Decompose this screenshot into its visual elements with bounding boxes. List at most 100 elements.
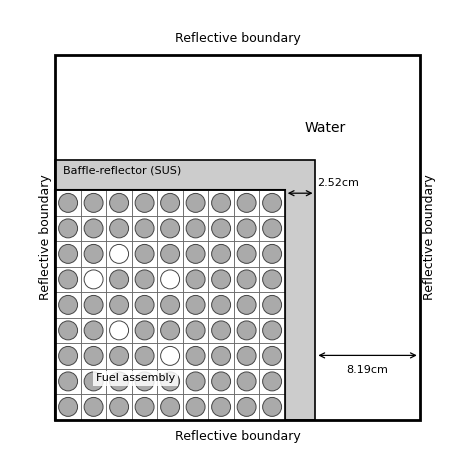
Bar xyxy=(259,318,285,343)
Bar xyxy=(157,241,183,266)
Bar xyxy=(81,343,106,369)
Bar xyxy=(56,56,419,419)
Bar xyxy=(56,160,315,190)
Bar xyxy=(157,266,183,292)
Circle shape xyxy=(212,346,230,365)
Circle shape xyxy=(58,245,77,263)
Circle shape xyxy=(58,346,77,365)
Bar xyxy=(106,266,132,292)
Bar xyxy=(157,292,183,318)
Circle shape xyxy=(161,245,180,263)
Circle shape xyxy=(186,372,205,391)
Circle shape xyxy=(237,295,256,314)
Circle shape xyxy=(186,346,205,365)
Text: 2.52cm: 2.52cm xyxy=(317,178,359,188)
Circle shape xyxy=(186,321,205,340)
Circle shape xyxy=(263,245,282,263)
Circle shape xyxy=(58,219,77,238)
Circle shape xyxy=(263,398,282,417)
Circle shape xyxy=(84,219,103,238)
Circle shape xyxy=(135,346,154,365)
Circle shape xyxy=(135,398,154,417)
Bar xyxy=(234,190,259,216)
Bar xyxy=(183,292,209,318)
Circle shape xyxy=(212,245,230,263)
Circle shape xyxy=(161,270,180,289)
Bar xyxy=(157,369,183,394)
Bar xyxy=(157,216,183,241)
Bar xyxy=(209,216,234,241)
Bar xyxy=(81,241,106,266)
Bar xyxy=(209,266,234,292)
Bar xyxy=(56,318,81,343)
Bar xyxy=(234,318,259,343)
Bar xyxy=(209,292,234,318)
Circle shape xyxy=(263,346,282,365)
Text: Reflective boundary: Reflective boundary xyxy=(38,175,52,300)
Bar xyxy=(56,394,81,419)
Bar xyxy=(157,394,183,419)
Bar xyxy=(234,394,259,419)
Circle shape xyxy=(84,295,103,314)
Bar xyxy=(183,266,209,292)
Circle shape xyxy=(161,193,180,212)
Circle shape xyxy=(84,398,103,417)
Circle shape xyxy=(212,219,230,238)
Bar xyxy=(106,343,132,369)
Bar xyxy=(132,266,157,292)
Circle shape xyxy=(110,398,129,417)
Circle shape xyxy=(58,321,77,340)
Circle shape xyxy=(110,321,129,340)
Bar xyxy=(106,292,132,318)
Circle shape xyxy=(237,270,256,289)
Circle shape xyxy=(237,193,256,212)
Bar xyxy=(209,241,234,266)
Circle shape xyxy=(212,270,230,289)
Circle shape xyxy=(263,219,282,238)
Circle shape xyxy=(237,372,256,391)
Circle shape xyxy=(263,372,282,391)
Circle shape xyxy=(161,219,180,238)
Circle shape xyxy=(135,219,154,238)
Circle shape xyxy=(84,346,103,365)
Circle shape xyxy=(263,295,282,314)
Circle shape xyxy=(212,398,230,417)
Bar xyxy=(56,241,81,266)
Bar xyxy=(56,190,285,419)
Circle shape xyxy=(110,346,129,365)
Text: Water: Water xyxy=(304,121,345,135)
Bar xyxy=(81,266,106,292)
Circle shape xyxy=(84,372,103,391)
Circle shape xyxy=(58,398,77,417)
Circle shape xyxy=(263,193,282,212)
Circle shape xyxy=(161,346,180,365)
Circle shape xyxy=(84,321,103,340)
Text: Reflective boundary: Reflective boundary xyxy=(423,175,437,300)
Circle shape xyxy=(237,245,256,263)
Circle shape xyxy=(186,193,205,212)
Circle shape xyxy=(161,321,180,340)
Bar xyxy=(183,394,209,419)
Circle shape xyxy=(186,398,205,417)
Circle shape xyxy=(135,270,154,289)
Bar xyxy=(132,318,157,343)
Bar xyxy=(209,394,234,419)
Bar xyxy=(259,241,285,266)
Bar xyxy=(56,216,81,241)
Bar xyxy=(132,216,157,241)
Bar xyxy=(234,216,259,241)
Text: Reflective boundary: Reflective boundary xyxy=(175,32,300,45)
Circle shape xyxy=(212,372,230,391)
Bar xyxy=(56,369,81,394)
Bar xyxy=(234,241,259,266)
Bar xyxy=(106,190,132,216)
Bar xyxy=(132,343,157,369)
Bar xyxy=(106,318,132,343)
Bar xyxy=(183,343,209,369)
Circle shape xyxy=(110,270,129,289)
Circle shape xyxy=(263,270,282,289)
Bar xyxy=(285,190,315,419)
Bar xyxy=(183,216,209,241)
Bar xyxy=(132,241,157,266)
Bar xyxy=(234,292,259,318)
